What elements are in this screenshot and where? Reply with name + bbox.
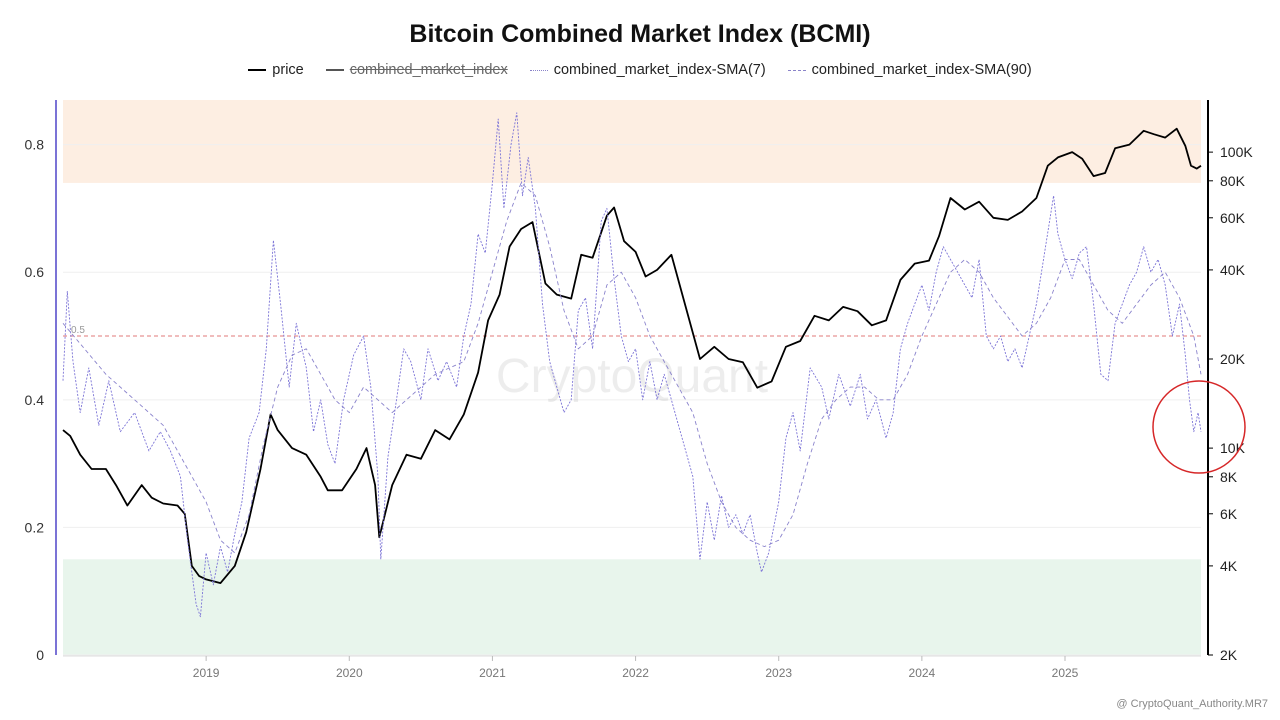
- x-tick-label-6: 2025: [1052, 666, 1079, 680]
- legend-label-cmi-sma7: combined_market_index-SMA(7): [553, 62, 766, 78]
- chart-title: Bitcoin Combined Market Index (BCMI): [409, 20, 871, 48]
- legend-item-cmi[interactable]: combined_market_index: [325, 62, 508, 78]
- annotation-circle-0: [1152, 380, 1246, 474]
- y-right-tick-label-9: 100K: [1220, 144, 1253, 160]
- legend-item-cmi-sma7[interactable]: combined_market_index-SMA(7): [529, 62, 766, 78]
- legend-swatch-price: [248, 69, 267, 71]
- legend-swatch-cmi-sma90: [787, 69, 806, 71]
- y-right-tick-label-1: 4K: [1220, 558, 1238, 574]
- series-line-combined-market-index-sma-7-: [62, 112, 1202, 618]
- y-right-tick-label-6: 40K: [1220, 262, 1246, 278]
- threshold-label: 0.5: [71, 325, 85, 336]
- legend-label-price: price: [272, 62, 304, 78]
- y-right-tick-label-3: 8K: [1220, 469, 1238, 485]
- watermark-text: CryptoQuant: [496, 350, 768, 403]
- y-left-tick-label-2: 0.4: [25, 392, 45, 408]
- x-tick-label-0: 2019: [193, 666, 220, 680]
- legend-item-price[interactable]: price: [248, 62, 304, 78]
- y-left-tick-label-3: 0.6: [25, 264, 45, 280]
- y-right-tick-label-0: 2K: [1220, 647, 1238, 663]
- chart-legend: price combined_market_index combined_mar…: [0, 62, 1280, 78]
- x-tick-label-5: 2024: [909, 666, 936, 680]
- y-left-tick-label-1: 0.2: [25, 519, 45, 535]
- legend-swatch-cmi: [325, 69, 344, 71]
- x-tick-label-3: 2022: [622, 666, 649, 680]
- series-line-combined-market-index-sma-90-: [62, 182, 1202, 554]
- y-right-tick-label-4: 10K: [1220, 440, 1246, 456]
- x-tick-label-1: 2020: [336, 666, 363, 680]
- legend-label-cmi: combined_market_index: [349, 62, 508, 78]
- y-right-tick-label-8: 80K: [1220, 173, 1246, 189]
- zone-undervalued: [63, 559, 1201, 655]
- x-tick-label-2: 2021: [479, 666, 506, 680]
- legend-item-cmi-sma90[interactable]: combined_market_index-SMA(90): [787, 62, 1032, 78]
- legend-swatch-cmi-sma7: [529, 69, 548, 71]
- series-line-price: [62, 127, 1202, 584]
- y-right-tick-label-2: 6K: [1220, 506, 1238, 522]
- y-right-tick-label-7: 60K: [1220, 210, 1246, 226]
- source-note: @ CryptoQuant_Authority.MR7: [1116, 698, 1268, 710]
- zone-overheated: [63, 100, 1201, 183]
- legend-label-cmi-sma90: combined_market_index-SMA(90): [811, 62, 1032, 78]
- y-left-tick-label-4: 0.8: [25, 137, 45, 153]
- y-left-tick-label-0: 0: [36, 647, 44, 663]
- x-tick-label-4: 2023: [765, 666, 792, 680]
- y-right-tick-label-5: 20K: [1220, 351, 1246, 367]
